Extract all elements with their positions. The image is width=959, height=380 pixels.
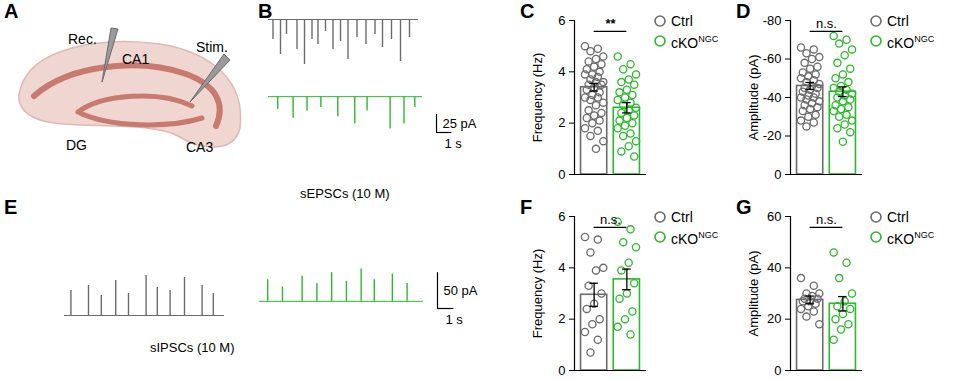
html-text:A: A bbox=[4, 0, 19, 22]
html-text:Ctrl: Ctrl bbox=[887, 209, 909, 225]
svg-text:1 s: 1 s bbox=[446, 312, 464, 327]
svg-text:DG: DG bbox=[66, 137, 87, 153]
html-text:Ctrl: Ctrl bbox=[671, 13, 693, 29]
html-text:cKONGC: cKONGC bbox=[887, 34, 935, 51]
html-text:G: G bbox=[736, 196, 752, 218]
svg-text:Stim.: Stim. bbox=[196, 39, 228, 55]
svg-text:Amplitude (pA): Amplitude (pA) bbox=[746, 251, 761, 337]
svg-text:Amplitude (pA): Amplitude (pA) bbox=[746, 55, 761, 141]
svg-text:-40: -40 bbox=[763, 90, 782, 105]
html-text:C: C bbox=[520, 0, 535, 22]
svg-text:25 pA: 25 pA bbox=[443, 116, 477, 131]
svg-text:n.s.: n.s. bbox=[816, 212, 837, 227]
svg-text:n.s.: n.s. bbox=[816, 16, 837, 31]
svg-text:-80: -80 bbox=[763, 13, 782, 28]
html-text:cKONGC: cKONGC bbox=[887, 230, 935, 247]
svg-text:0: 0 bbox=[774, 363, 781, 378]
svg-text:2: 2 bbox=[558, 311, 565, 326]
html-text:sEPSCs (10 M): sEPSCs (10 M) bbox=[300, 186, 390, 201]
svg-text:20: 20 bbox=[767, 311, 781, 326]
svg-text:40: 40 bbox=[767, 260, 781, 275]
html-text:B: B bbox=[258, 0, 273, 22]
svg-text:CA3: CA3 bbox=[186, 139, 213, 155]
svg-text:-60: -60 bbox=[763, 51, 782, 66]
html-text:D: D bbox=[736, 0, 751, 22]
svg-text:0: 0 bbox=[558, 363, 565, 378]
svg-text:60: 60 bbox=[767, 209, 781, 224]
svg-text:**: ** bbox=[605, 16, 616, 31]
svg-text:50 pA: 50 pA bbox=[444, 283, 478, 298]
svg-text:4: 4 bbox=[558, 260, 565, 275]
svg-text:1 s: 1 s bbox=[445, 136, 463, 151]
svg-text:Rec.: Rec. bbox=[68, 31, 97, 47]
html-text:sIPSCs (10 M): sIPSCs (10 M) bbox=[150, 340, 235, 355]
html-text:cKONGC: cKONGC bbox=[671, 34, 719, 51]
svg-text:0: 0 bbox=[774, 167, 781, 182]
svg-text:CA1: CA1 bbox=[122, 51, 149, 67]
html-text:cKONGC: cKONGC bbox=[671, 230, 719, 247]
svg-text:6: 6 bbox=[558, 209, 565, 224]
svg-text:Frequency (Hz): Frequency (Hz) bbox=[530, 249, 545, 339]
html-text:Ctrl: Ctrl bbox=[671, 209, 693, 225]
svg-text:4: 4 bbox=[558, 64, 565, 79]
svg-text:6: 6 bbox=[558, 13, 565, 28]
svg-text:2: 2 bbox=[558, 115, 565, 130]
svg-text:0: 0 bbox=[558, 167, 565, 182]
svg-text:-20: -20 bbox=[763, 128, 782, 143]
svg-text:Frequency (Hz): Frequency (Hz) bbox=[530, 53, 545, 143]
html-text:E: E bbox=[4, 196, 18, 218]
html-text:F: F bbox=[520, 196, 533, 218]
html-text:Ctrl: Ctrl bbox=[887, 13, 909, 29]
svg-text:n.s.: n.s. bbox=[600, 212, 621, 227]
